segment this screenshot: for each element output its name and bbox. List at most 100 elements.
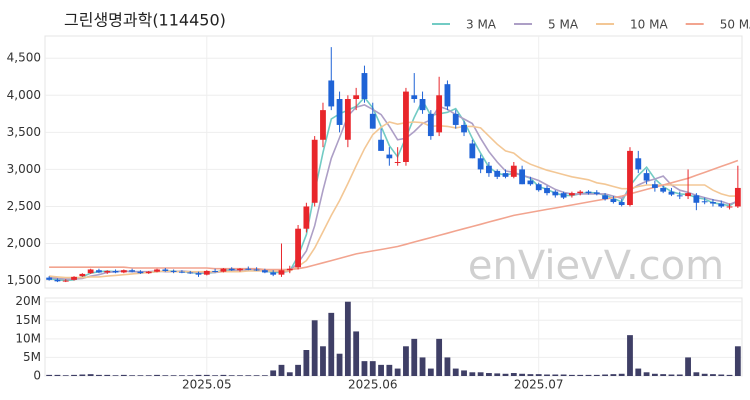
volume-bar xyxy=(651,373,658,376)
candle-body xyxy=(228,268,235,271)
volume-bar xyxy=(270,370,277,376)
volume-bar xyxy=(419,357,426,376)
candle-body xyxy=(261,270,268,273)
volume-bar xyxy=(245,375,252,376)
candle-body xyxy=(237,268,243,271)
volume-bar xyxy=(544,374,550,376)
candle-body xyxy=(162,269,169,271)
x-tick-label: 2025.05 xyxy=(182,378,232,392)
volume-bar xyxy=(618,373,625,376)
candle-body xyxy=(676,195,683,197)
y-tick-label: 5M xyxy=(23,350,41,364)
volume-bar xyxy=(552,374,559,376)
y-tick-label: 3,000 xyxy=(7,162,41,176)
volume-bar xyxy=(452,368,459,376)
candle-body xyxy=(295,228,301,268)
candle-body xyxy=(461,124,467,133)
volume-bar xyxy=(361,361,368,376)
candle-body xyxy=(701,201,708,203)
volume-bar xyxy=(162,375,169,376)
volume-bar xyxy=(577,374,584,376)
volume-bar xyxy=(203,374,210,376)
volume-bar xyxy=(179,375,185,376)
candle-body xyxy=(403,91,409,162)
volume-bar xyxy=(145,375,152,376)
volume-bar xyxy=(328,312,335,376)
candle-body xyxy=(129,270,136,272)
candle-body xyxy=(104,270,111,273)
volume-bar xyxy=(734,346,741,376)
volume-bar xyxy=(502,373,509,376)
volume-bar xyxy=(726,374,733,376)
candle-body xyxy=(585,191,592,194)
candle-body xyxy=(137,271,144,274)
candle-body xyxy=(286,268,293,271)
volume-bar xyxy=(685,357,691,376)
candle-body xyxy=(220,268,227,272)
volume-bar xyxy=(295,364,301,376)
volume-bar xyxy=(79,374,86,376)
volume-bar xyxy=(187,375,194,376)
volume-bar xyxy=(195,374,202,376)
y-tick-label: 0 xyxy=(33,369,41,383)
volume-bar xyxy=(96,374,102,376)
candle-body xyxy=(411,95,418,99)
candle-body xyxy=(79,273,86,277)
volume-bar xyxy=(436,338,443,376)
volume-bar xyxy=(510,373,517,376)
candle-body xyxy=(369,113,376,129)
y-tick-label: 2,000 xyxy=(7,236,41,250)
volume-bar xyxy=(212,375,219,376)
candle-body xyxy=(212,270,219,272)
volume-bar xyxy=(568,374,575,376)
volume-bar xyxy=(444,357,451,376)
candle-body xyxy=(718,203,725,207)
candle-body xyxy=(552,191,559,196)
candle-body xyxy=(378,139,384,151)
candle-body xyxy=(336,99,343,125)
candle-body xyxy=(145,271,152,274)
volume-bar xyxy=(353,331,360,376)
ma-line xyxy=(49,121,738,279)
candle-body xyxy=(203,270,210,275)
volume-bar xyxy=(585,374,592,376)
volume-bar xyxy=(120,374,127,376)
volume-bar xyxy=(320,346,326,376)
volume-bar xyxy=(718,374,725,376)
candle-body xyxy=(179,271,185,273)
candle-body xyxy=(651,184,658,188)
volume-bar xyxy=(394,368,401,376)
candle-body xyxy=(328,80,335,107)
volume-bar xyxy=(427,368,434,376)
candle-body xyxy=(502,173,509,177)
candle-body xyxy=(452,113,459,125)
candle-body xyxy=(577,191,584,194)
volume-bar xyxy=(87,374,94,376)
volume-bar xyxy=(527,374,534,376)
volume-bar xyxy=(461,370,467,376)
y-tick-label: 2,500 xyxy=(7,199,41,213)
legend-label: 10 MA xyxy=(630,18,668,32)
volume-bar xyxy=(129,375,136,376)
candle-body xyxy=(170,270,177,272)
volume-bar xyxy=(253,375,260,376)
candle-body xyxy=(618,202,625,205)
volume-bar xyxy=(627,335,633,376)
volume-bar xyxy=(220,374,227,376)
volume-bar xyxy=(403,346,409,376)
candle-body xyxy=(112,270,119,273)
candle-body xyxy=(62,280,69,282)
candle-body xyxy=(685,193,691,197)
chart-title: 그린생명과학(114450) xyxy=(64,11,226,30)
candle-body xyxy=(46,277,53,280)
volume-bar xyxy=(170,375,177,376)
volume-bar xyxy=(701,373,708,376)
volume-bar xyxy=(486,373,492,376)
legend-label: 3 MA xyxy=(466,18,497,32)
candle-body xyxy=(693,195,700,203)
candle-body xyxy=(444,84,451,107)
volume-panel xyxy=(44,297,743,377)
candle-body xyxy=(87,269,94,274)
volume-bar xyxy=(303,350,310,376)
